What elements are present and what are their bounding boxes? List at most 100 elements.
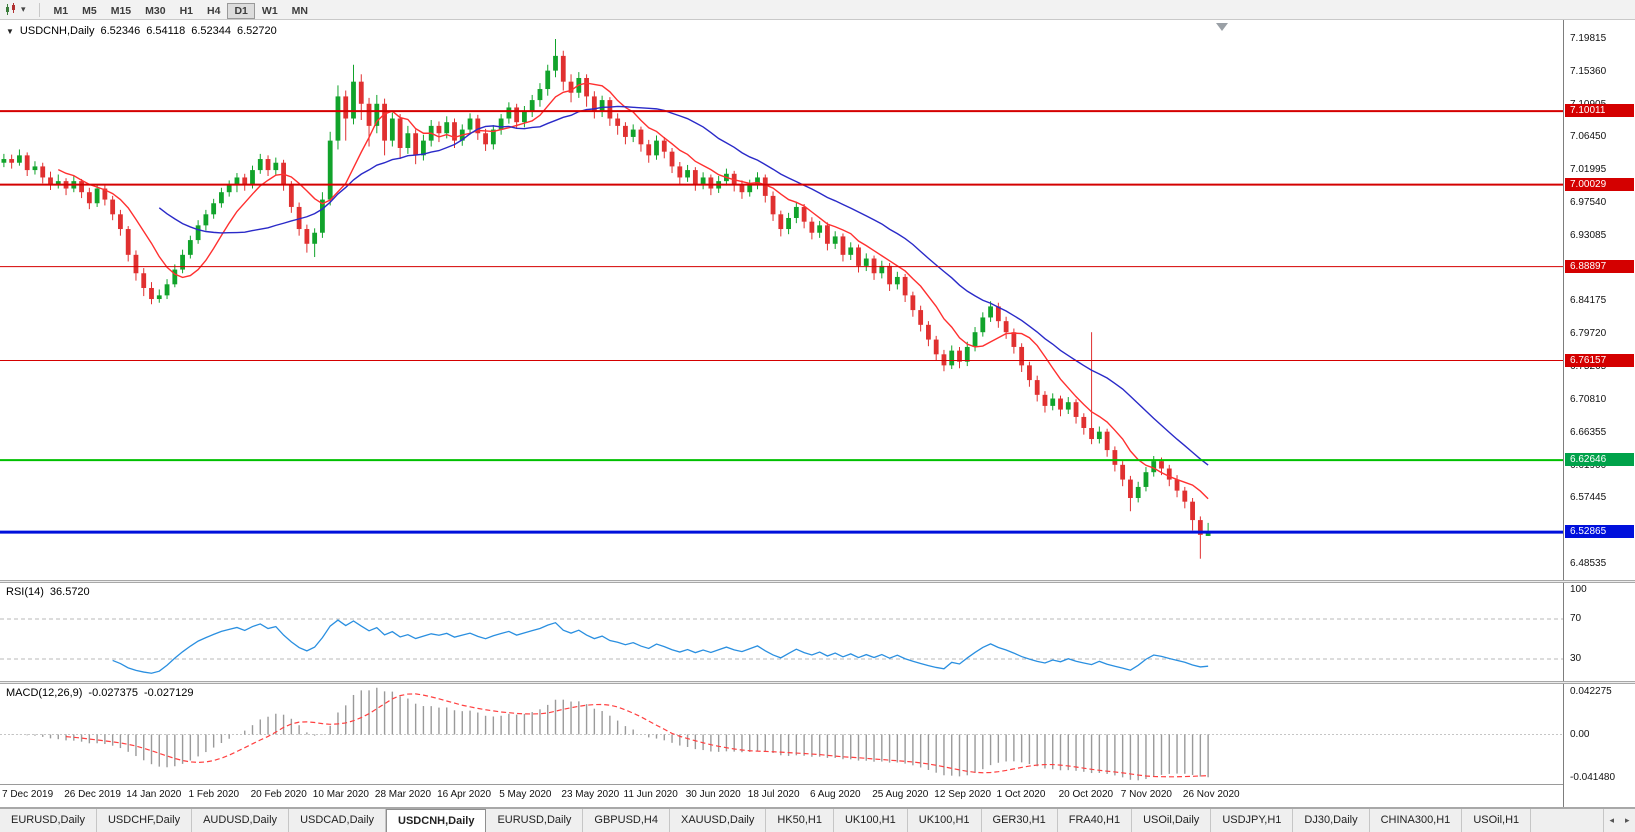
date-tick-label: 10 Mar 2020 bbox=[312, 789, 369, 800]
symbol-period-label: USDCNH,Daily bbox=[19, 25, 95, 37]
toolbar-dropdown-caret-icon[interactable]: ▾ bbox=[21, 4, 26, 14]
date-tick-label: 16 Apr 2020 bbox=[437, 789, 492, 800]
date-tick-label: 1 Oct 2020 bbox=[996, 789, 1046, 800]
chart-tab-strip: EURUSD,Daily USDCHF,Daily AUDUSD,Daily USDC… bbox=[0, 809, 1635, 832]
macd-value-main: -0.027375 bbox=[88, 687, 138, 699]
price-chart-canvas[interactable] bbox=[0, 20, 1563, 580]
macd-value-signal: -0.027129 bbox=[143, 687, 194, 699]
chart-tab-china300-h1[interactable]: CHINA300,H1 bbox=[1370, 809, 1463, 832]
date-tick-label: 18 Jul 2020 bbox=[747, 789, 800, 800]
one-click-collapse-icon[interactable]: ▼ bbox=[6, 26, 14, 36]
date-tick-label: 7 Dec 2019 bbox=[2, 789, 54, 800]
axis-tick-label: 70 bbox=[1570, 613, 1582, 624]
date-axis[interactable]: 7 Dec 2019 26 Dec 2019 14 Jan 2020 1 Feb 20… bbox=[0, 784, 1563, 808]
date-tick-label: 6 Aug 2020 bbox=[810, 789, 861, 800]
open-value: 6.52346 bbox=[100, 25, 141, 37]
timeframe-button-m1[interactable]: M1 bbox=[47, 3, 76, 19]
axis-tick-label: 6.84175 bbox=[1570, 295, 1607, 307]
chart-tab-usdcad-daily[interactable]: USDCAD,Daily bbox=[289, 809, 387, 832]
chart-tab-uk100-h1[interactable]: UK100,H1 bbox=[908, 809, 982, 832]
chart-tab-dj30-daily[interactable]: DJ30,Daily bbox=[1293, 809, 1370, 832]
axis-tick-label: 7.15360 bbox=[1570, 65, 1607, 77]
axis-tick-label: 7.01995 bbox=[1570, 164, 1607, 176]
chart-tab-usdcnh-daily[interactable]: USDCNH,Daily bbox=[386, 809, 487, 832]
chart-tab-fra40-h1[interactable]: FRA40,H1 bbox=[1058, 809, 1133, 832]
macd-indicator-label: MACD(12,26,9) -0.027375 -0.027129 bbox=[6, 687, 194, 699]
date-tick-label: 26 Dec 2019 bbox=[64, 789, 121, 800]
chart-tab-uk100-h1[interactable]: UK100,H1 bbox=[834, 809, 908, 832]
date-tick-label: 7 Nov 2020 bbox=[1120, 789, 1172, 800]
chart-tab-audusd-daily[interactable]: AUDUSD,Daily bbox=[192, 809, 290, 832]
price-line-badge: 7.00029 bbox=[1565, 177, 1634, 191]
date-tick-label: 11 Jun 2020 bbox=[623, 789, 678, 800]
chart-tab-usdchf-daily[interactable]: USDCHF,Daily bbox=[97, 809, 193, 832]
chart-tab-usoil-h1[interactable]: USOil,H1 bbox=[1462, 809, 1532, 832]
date-tick-label: 23 May 2020 bbox=[561, 789, 620, 800]
price-axis[interactable]: 7.19815 7.15360 7.10905 7.06450 7.01995 6.975… bbox=[1563, 20, 1635, 807]
rsi-name: RSI(14) bbox=[6, 586, 44, 598]
chart-tab-hk50-h1[interactable]: HK50,H1 bbox=[766, 809, 834, 832]
main-chart-pane[interactable]: ▼ USDCNH,Daily 6.52346 6.54118 6.52344 6… bbox=[0, 20, 1563, 580]
timeframe-button-w1[interactable]: W1 bbox=[255, 3, 285, 19]
chart-window[interactable]: ▼ USDCNH,Daily 6.52346 6.54118 6.52344 6… bbox=[0, 20, 1635, 808]
axis-tick-label: 30 bbox=[1570, 653, 1582, 664]
timeframe-button-d1[interactable]: D1 bbox=[227, 2, 255, 19]
ohlc-header: ▼ USDCNH,Daily 6.52346 6.54118 6.52344 6… bbox=[6, 25, 277, 37]
tab-scroll-arrows: ◂ ▸ bbox=[1603, 809, 1635, 832]
axis-tick-label: 6.48535 bbox=[1570, 558, 1607, 569]
date-tick-label: 28 Mar 2020 bbox=[374, 789, 432, 800]
date-tick-label: 26 Nov 2020 bbox=[1182, 789, 1240, 800]
chart-tab-eurusd-daily[interactable]: EURUSD,Daily bbox=[0, 809, 97, 832]
timeframe-button-m15[interactable]: M15 bbox=[104, 3, 138, 19]
chart-tab-bar: EURUSD,Daily USDCHF,Daily AUDUSD,Daily USDC… bbox=[0, 808, 1635, 832]
tab-scroll-left-icon[interactable]: ◂ bbox=[1609, 815, 1615, 825]
axis-tick-label: -0.041480 bbox=[1570, 772, 1616, 783]
price-line-badge: 7.10011 bbox=[1565, 104, 1634, 118]
axis-tick-label: 7.06450 bbox=[1570, 131, 1607, 143]
pane-splitter[interactable] bbox=[0, 580, 1635, 583]
tab-scroll-right-icon[interactable]: ▸ bbox=[1624, 815, 1630, 825]
date-tick-label: 14 Jan 2020 bbox=[126, 789, 182, 800]
close-value: 6.52720 bbox=[236, 25, 277, 37]
date-tick-label: 20 Feb 2020 bbox=[250, 789, 307, 800]
high-value: 6.54118 bbox=[146, 25, 186, 37]
chart-tab-gbpusd-h4[interactable]: GBPUSD,H4 bbox=[583, 809, 670, 832]
chart-tab-usoil-daily[interactable]: USOil,Daily bbox=[1132, 809, 1212, 832]
axis-tick-label: 6.93085 bbox=[1570, 229, 1607, 241]
timeframe-button-m30[interactable]: M30 bbox=[138, 3, 172, 19]
axis-tick-label: 0.00 bbox=[1570, 728, 1590, 740]
chart-tab-usdjpy-h1[interactable]: USDJPY,H1 bbox=[1211, 809, 1294, 832]
chart-type-icon[interactable] bbox=[4, 3, 18, 16]
timeframe-button-h1[interactable]: H1 bbox=[173, 3, 200, 19]
low-value: 6.52344 bbox=[191, 25, 231, 37]
axis-tick-label: 6.75265 bbox=[1570, 361, 1607, 373]
chart-tab-ger30-h1[interactable]: GER30,H1 bbox=[982, 809, 1058, 832]
rsi-pane[interactable]: RSI(14) 36.5720 bbox=[0, 583, 1563, 681]
pane-splitter[interactable] bbox=[0, 681, 1635, 684]
axis-tick-label: 0.042275 bbox=[1570, 686, 1612, 697]
axis-tick-label: 6.79720 bbox=[1570, 328, 1607, 340]
price-line-badge: 6.88897 bbox=[1565, 259, 1634, 273]
date-tick-label: 20 Oct 2020 bbox=[1058, 789, 1114, 800]
macd-name: MACD(12,26,9) bbox=[6, 687, 83, 699]
chart-tab-eurusd-daily[interactable]: EURUSD,Daily bbox=[486, 809, 584, 832]
date-tick-label: 30 Jun 2020 bbox=[685, 789, 741, 800]
date-tick-label: 12 Sep 2020 bbox=[934, 789, 992, 800]
price-line-badge: 6.76157 bbox=[1565, 353, 1634, 367]
timeframe-button-m5[interactable]: M5 bbox=[75, 3, 104, 19]
rsi-value: 36.5720 bbox=[49, 586, 90, 598]
timeframe-button-h4[interactable]: H4 bbox=[200, 3, 227, 19]
axis-tick-label: 6.70810 bbox=[1570, 393, 1607, 405]
date-tick-label: 5 May 2020 bbox=[499, 789, 552, 800]
axis-tick-label: 100 bbox=[1570, 584, 1587, 595]
rsi-indicator-label: RSI(14) 36.5720 bbox=[6, 586, 90, 598]
axis-tick-label: 6.57445 bbox=[1570, 492, 1607, 504]
timeframe-button-mn[interactable]: MN bbox=[285, 3, 315, 19]
macd-pane[interactable]: MACD(12,26,9) -0.027375 -0.027129 bbox=[0, 684, 1563, 784]
price-line-badge: 6.62646 bbox=[1565, 453, 1634, 467]
macd-chart-canvas[interactable] bbox=[0, 684, 1563, 784]
toolbar-separator bbox=[38, 2, 40, 17]
rsi-chart-canvas[interactable] bbox=[0, 583, 1563, 681]
axis-tick-label: 7.19815 bbox=[1570, 32, 1607, 44]
chart-tab-xauusd-daily[interactable]: XAUUSD,Daily bbox=[670, 809, 767, 832]
